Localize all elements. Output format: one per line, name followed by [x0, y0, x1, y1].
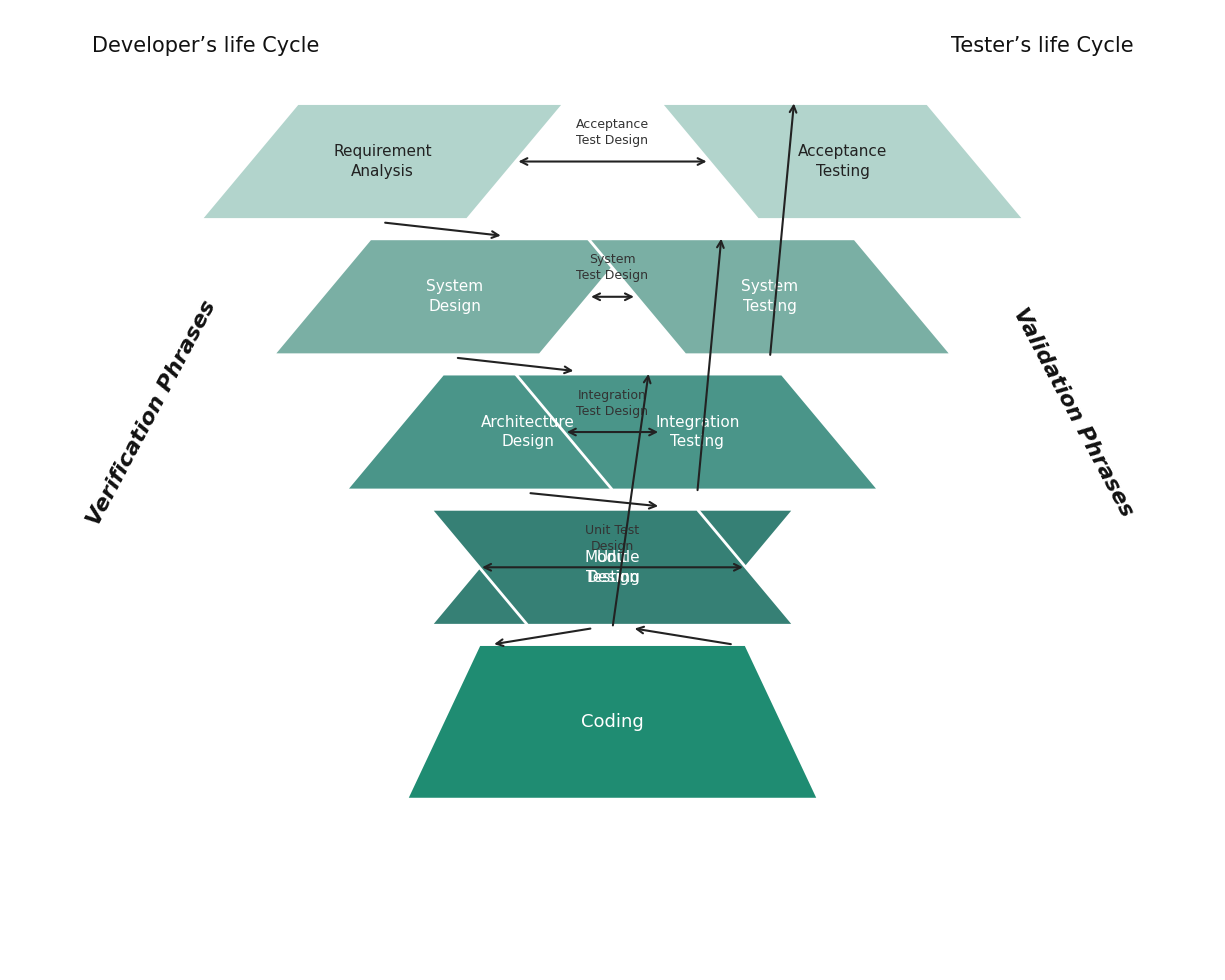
Polygon shape	[273, 239, 637, 355]
Polygon shape	[431, 510, 794, 625]
Polygon shape	[588, 239, 952, 355]
Text: System
Testing: System Testing	[741, 279, 799, 315]
Polygon shape	[516, 374, 880, 490]
Text: System
Test Design: System Test Design	[577, 253, 648, 282]
Text: Integration
Test Design: Integration Test Design	[577, 388, 648, 417]
Text: Requirement
Analysis: Requirement Analysis	[333, 144, 431, 179]
Polygon shape	[345, 374, 709, 490]
Text: Acceptance
Test Design: Acceptance Test Design	[576, 118, 649, 147]
Text: Verification Phrases: Verification Phrases	[85, 297, 220, 528]
Text: Tester’s life Cycle: Tester’s life Cycle	[951, 36, 1133, 56]
Text: Validation Phrases: Validation Phrases	[1009, 305, 1137, 520]
Text: Acceptance
Testing: Acceptance Testing	[797, 144, 887, 179]
Text: System
Design: System Design	[426, 279, 484, 315]
Text: Unit Test
Design: Unit Test Design	[586, 523, 639, 553]
Text: Architecture
Design: Architecture Design	[480, 415, 575, 450]
Text: Module
Design: Module Design	[584, 550, 641, 585]
Text: Unit
Testing: Unit Testing	[586, 550, 639, 585]
Polygon shape	[662, 104, 1024, 220]
Text: Integration
Testing: Integration Testing	[655, 415, 740, 450]
Polygon shape	[431, 510, 794, 625]
Text: Developer’s life Cycle: Developer’s life Cycle	[92, 36, 318, 56]
Polygon shape	[407, 645, 818, 799]
Text: Coding: Coding	[581, 712, 644, 731]
Polygon shape	[201, 104, 564, 220]
